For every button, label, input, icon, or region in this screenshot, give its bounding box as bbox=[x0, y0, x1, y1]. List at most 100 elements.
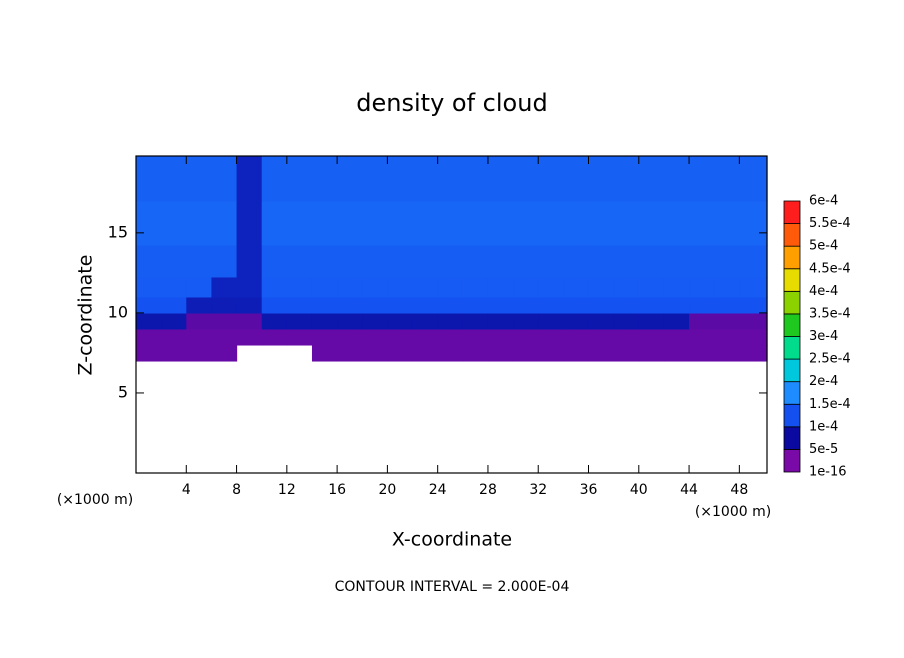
contour-cell bbox=[462, 200, 489, 246]
contour-cell bbox=[337, 296, 363, 314]
contour-cell bbox=[311, 296, 338, 314]
contour-cell bbox=[714, 312, 740, 330]
contour-cell bbox=[311, 344, 338, 362]
contour-cell bbox=[286, 296, 313, 314]
contour-cell bbox=[513, 276, 539, 298]
contour-cell bbox=[487, 344, 514, 362]
y-tick-label: 15 bbox=[108, 222, 128, 241]
contour-cell bbox=[462, 312, 489, 330]
contour-cell bbox=[538, 312, 564, 330]
contour-cell bbox=[462, 276, 489, 298]
contour-cell bbox=[387, 156, 414, 202]
x-tick-label: 16 bbox=[328, 482, 346, 498]
contour-cell bbox=[638, 156, 665, 202]
contour-cell bbox=[663, 276, 690, 298]
contour-cell bbox=[186, 244, 213, 278]
x-tick-label: 32 bbox=[529, 482, 547, 498]
contour-cell bbox=[638, 312, 665, 330]
contour-cell bbox=[538, 344, 564, 362]
contour-cell bbox=[739, 200, 768, 246]
axes: 4 8 12 16 20 24 28 32 36 40 44 48510151e-165e-51e-4… bbox=[108, 155, 851, 498]
contour-cell bbox=[714, 200, 740, 246]
contour-cell bbox=[236, 328, 263, 346]
contour-cell bbox=[161, 244, 187, 278]
x-tick-label: 48 bbox=[730, 482, 748, 498]
contour-cell bbox=[412, 244, 439, 278]
contour-cell bbox=[261, 328, 288, 346]
contour-cell bbox=[714, 156, 740, 202]
contour-cell bbox=[588, 276, 615, 298]
contour-cell bbox=[563, 328, 590, 346]
contour-cell bbox=[211, 296, 238, 314]
x-unit-label: (×1000 m) bbox=[57, 492, 133, 508]
contour-cell bbox=[487, 156, 514, 202]
contour-cell bbox=[412, 200, 439, 246]
colorbar-label: 5e-4 bbox=[809, 239, 838, 254]
contour-cell bbox=[462, 296, 489, 314]
contour-cell bbox=[387, 200, 414, 246]
contour-cell bbox=[161, 156, 187, 202]
contour-cell bbox=[689, 344, 715, 362]
contour-cell bbox=[362, 244, 388, 278]
x-tick-label: 8 bbox=[232, 482, 241, 498]
contour-cell bbox=[362, 312, 388, 330]
x-tick-label: 4 bbox=[182, 482, 191, 498]
contour-cell bbox=[487, 276, 514, 298]
contour-cell bbox=[538, 156, 564, 202]
contour-cell bbox=[136, 296, 162, 314]
contour-cell bbox=[311, 276, 338, 298]
colorbar-box bbox=[783, 403, 801, 428]
contour-cell bbox=[261, 244, 288, 278]
contour-cell bbox=[588, 156, 615, 202]
contour-cell bbox=[387, 344, 414, 362]
contour-cell bbox=[663, 244, 690, 278]
colorbar-label: 3.5e-4 bbox=[809, 306, 851, 321]
colorbar-label: 2e-4 bbox=[809, 374, 838, 389]
contour-field bbox=[136, 156, 768, 362]
contour-cell bbox=[638, 276, 665, 298]
x-unit-label: (×1000 m) bbox=[695, 504, 771, 520]
contour-cell bbox=[462, 344, 489, 362]
contour-cell bbox=[261, 312, 288, 330]
contour-cell bbox=[538, 244, 564, 278]
contour-cell bbox=[613, 296, 640, 314]
contour-cell bbox=[487, 244, 514, 278]
contour-cell bbox=[538, 328, 564, 346]
contour-cell bbox=[588, 200, 615, 246]
contour-cell bbox=[387, 328, 414, 346]
contour-cell bbox=[186, 312, 213, 330]
y-axis-label: Z-coordinate bbox=[75, 255, 97, 376]
contour-cell bbox=[362, 344, 388, 362]
chart-title: density of cloud bbox=[356, 89, 547, 117]
colorbar-label: 5.5e-4 bbox=[809, 216, 851, 231]
colorbar-label: 1e-4 bbox=[809, 419, 838, 434]
contour-cell bbox=[739, 244, 768, 278]
contour-cell bbox=[211, 312, 238, 330]
x-tick-label: 28 bbox=[479, 482, 497, 498]
contour-cell bbox=[337, 328, 363, 346]
contour-cell bbox=[487, 296, 514, 314]
contour-cell bbox=[513, 328, 539, 346]
contour-cell bbox=[588, 312, 615, 330]
contour-cell bbox=[286, 156, 313, 202]
contour-cell bbox=[739, 328, 768, 346]
contour-cell bbox=[538, 200, 564, 246]
contour-cell bbox=[513, 244, 539, 278]
contour-cell bbox=[311, 200, 338, 246]
contour-cell bbox=[311, 156, 338, 202]
contour-cell bbox=[437, 344, 464, 362]
contour-cell bbox=[613, 276, 640, 298]
contour-cell bbox=[236, 200, 263, 246]
contour-cell bbox=[663, 312, 690, 330]
contour-cell bbox=[538, 276, 564, 298]
contour-cell bbox=[437, 200, 464, 246]
colorbar-box bbox=[783, 223, 801, 247]
contour-cell bbox=[337, 312, 363, 330]
contour-cell bbox=[387, 296, 414, 314]
contour-cell bbox=[714, 344, 740, 362]
colorbar-box bbox=[783, 449, 801, 473]
colorbar-label: 5e-5 bbox=[809, 442, 838, 457]
contour-cell bbox=[311, 244, 338, 278]
colorbar-label: 3e-4 bbox=[809, 329, 838, 344]
